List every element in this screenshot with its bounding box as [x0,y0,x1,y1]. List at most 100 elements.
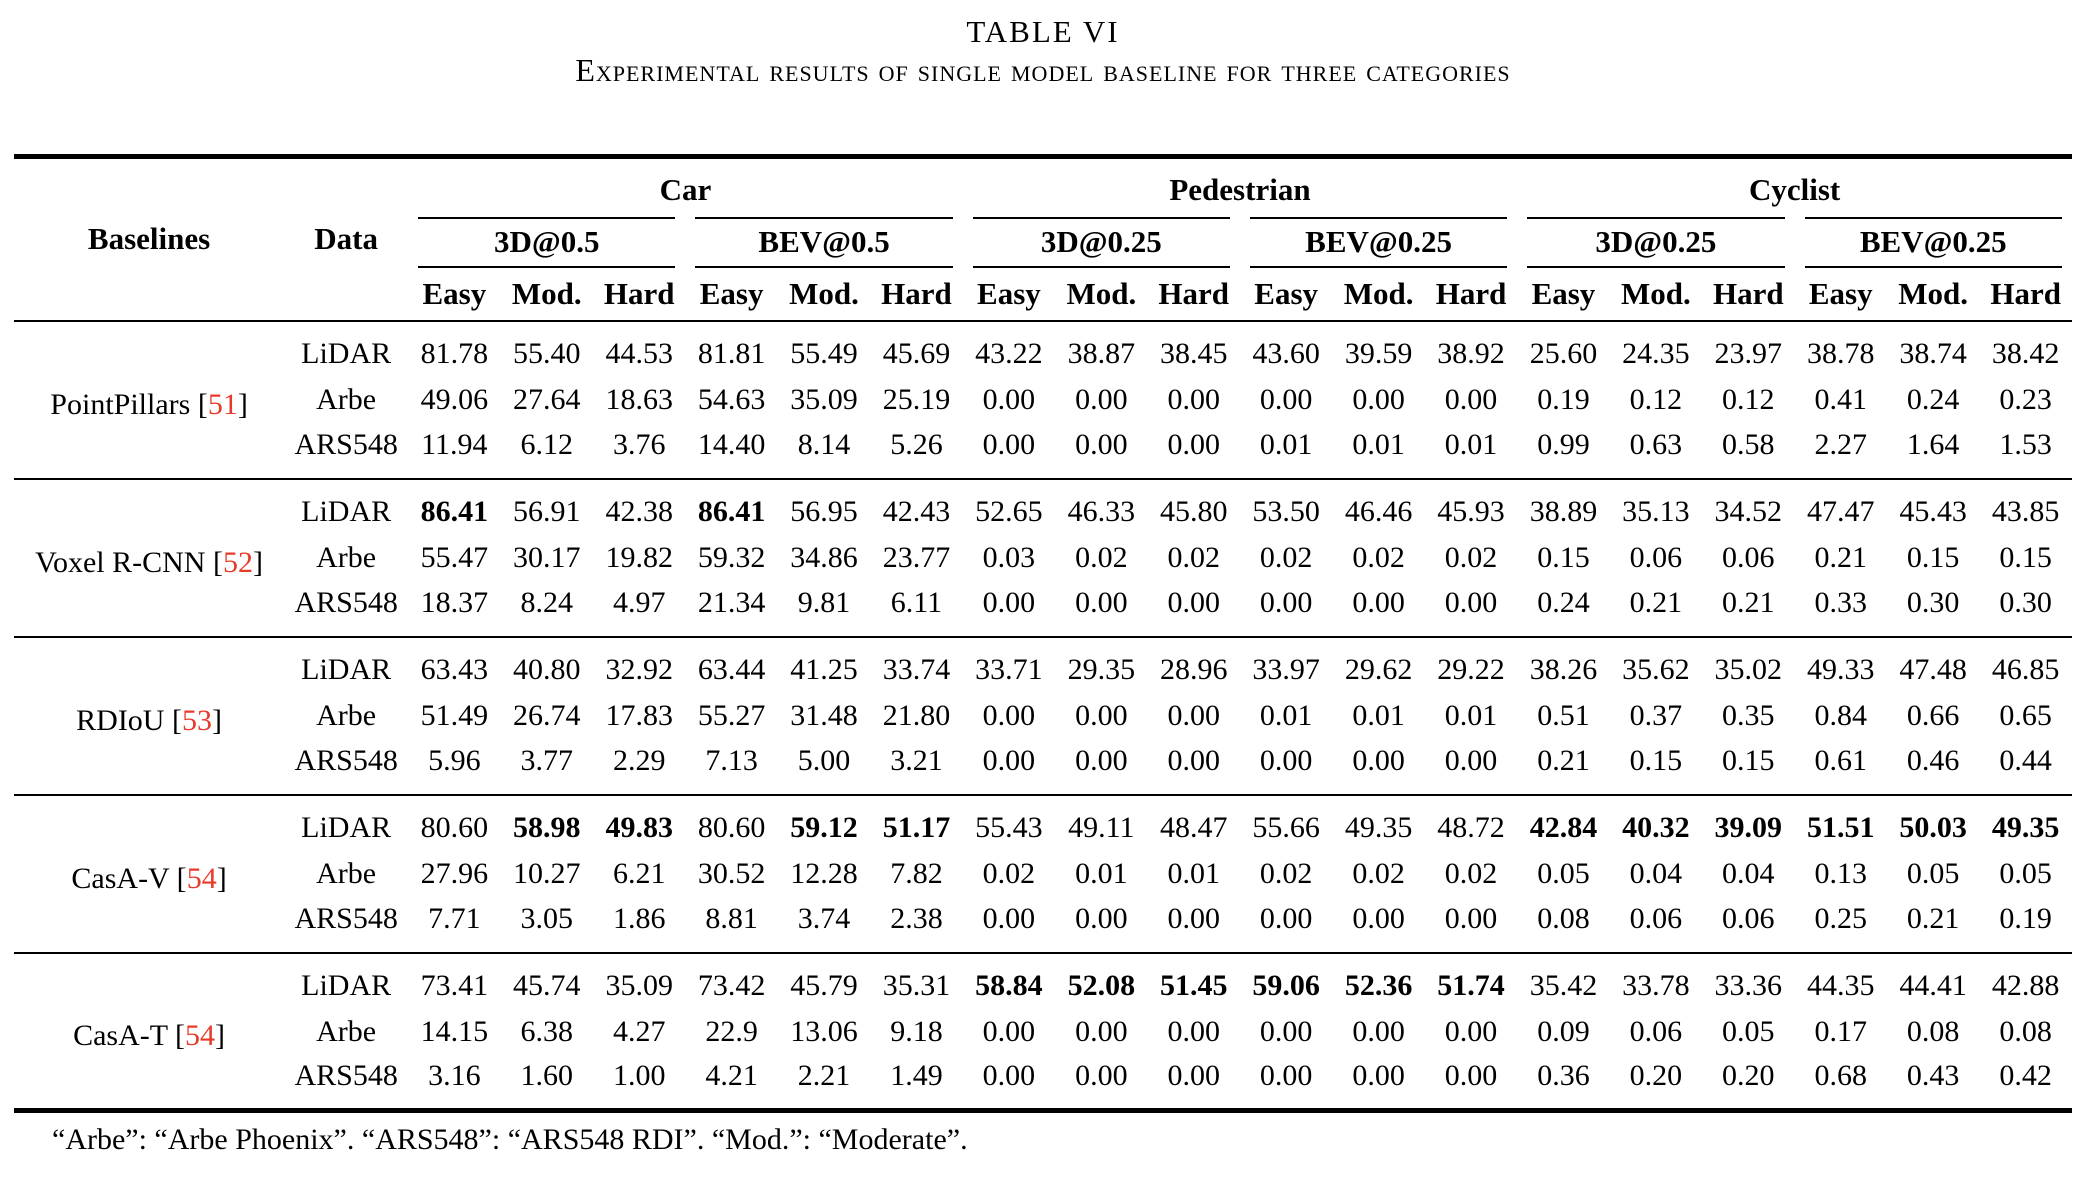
value-cell: 51.17 [882,811,951,844]
value-cell: 7.82 [890,856,943,890]
value-cell: 34.52 [1714,495,1783,528]
header-difficulty: Mod. [511,275,582,311]
value-cell: 38.78 [1806,337,1875,370]
citation-number[interactable]: 53 [181,703,212,737]
value-cell: 58.98 [513,811,581,844]
header-difficulty: Mod. [1898,275,1968,311]
table-header: Baselines Data Car Pedestrian Cyclist 3D… [14,157,2072,321]
value-cell: 0.12 [1722,382,1775,416]
value-cell: 27.64 [513,382,581,416]
sensor-label: LiDAR [301,495,392,528]
header-metric-car-bev: BEV@0.5 [685,216,962,268]
value-cell: 0.00 [1075,1014,1128,1048]
sensor-label: LiDAR [301,969,392,1002]
sensor-label: Arbe [316,540,377,574]
value-cell: 0.01 [1352,428,1405,461]
value-cell: 0.00 [1167,382,1220,416]
value-cell: 4.21 [705,1059,758,1093]
baseline-group: CasA-T [54] LiDAR 73.41 45.74 35.09 73.42 45.7… [14,952,2072,1111]
value-cell: 55.66 [1252,811,1320,844]
citation-number[interactable]: 54 [185,1018,216,1052]
metric-label: BEV@0.25 [1804,216,2062,268]
value-cell: 73.42 [697,969,766,1002]
value-cell: 0.84 [1814,698,1867,732]
value-cell: 0.00 [1167,902,1220,935]
value-cell: 0.00 [1075,744,1128,777]
table-footnote: “Arbe”: “Arbe Phoenix”. “ARS548”: “ARS54… [52,1123,968,1156]
value-cell: 6.12 [520,428,574,461]
header-category-cyclist: Cyclist [1748,171,1841,207]
baseline-name: RDIoU [53] [76,703,222,737]
value-cell: 43.60 [1252,337,1320,370]
citation-number[interactable]: 51 [207,387,238,421]
value-cell: 29.62 [1344,653,1413,686]
value-cell: 35.09 [790,382,858,416]
baseline-group: CasA-V [54] LiDAR 80.60 58.98 49.83 80.60 59.1… [14,794,2072,953]
value-cell: 26.74 [513,698,581,732]
value-cell: 8.24 [520,586,574,619]
value-cell: 0.12 [1629,382,1683,416]
value-cell: 0.30 [1999,586,2052,619]
value-cell: 44.53 [605,337,673,370]
value-cell: 0.00 [1259,382,1313,416]
citation-number[interactable]: 52 [222,545,253,579]
table-row: Voxel R-CNN [52] LiDAR 86.41 56.91 42.38 86.4… [14,479,2072,579]
table-row: CasA-V [54] LiDAR 80.60 58.98 49.83 80.60 59.1… [14,795,2072,895]
value-cell: 0.66 [1906,698,1960,732]
value-cell: 49.33 [1806,653,1875,686]
table-row: Arbe 27.96 10.27 6.21 30.52 12.28 7.82 0.02 0.01… [14,851,2072,897]
value-cell: 49.06 [420,382,489,416]
baseline-group: PointPillars [51] LiDAR 81.78 55.40 44.53 81.… [14,320,2072,479]
value-cell: 0.44 [1999,744,2052,777]
value-cell: 34.86 [790,540,858,574]
table-row: PointPillars [51] LiDAR 81.78 55.40 44.53 81.… [14,321,2072,421]
table-number: TABLE VI [966,14,1120,49]
sensor-label: LiDAR [301,337,392,370]
metric-label: 3D@0.25 [1527,216,1785,268]
citation-number[interactable]: 54 [186,861,217,895]
value-cell: 1.53 [1999,428,2052,461]
value-cell: 0.99 [1537,428,1590,461]
header-difficulty: Hard [603,275,675,311]
value-cell: 0.00 [1075,586,1128,619]
header-difficulty: Easy [422,275,487,311]
value-cell: 39.09 [1714,811,1783,844]
header-metric-pedestrian-bev: BEV@0.25 [1240,216,1517,268]
value-cell: 56.91 [513,495,581,528]
value-cell: 0.13 [1814,856,1867,890]
value-cell: 45.93 [1437,495,1505,528]
value-cell: 50.03 [1899,811,1967,844]
value-cell: 0.00 [1352,586,1405,619]
value-cell: 49.35 [1344,811,1413,844]
value-cell: 0.23 [1999,382,2052,416]
value-cell: 0.02 [1259,856,1313,890]
metric-label: 3D@0.5 [418,216,676,268]
header-metric-pedestrian-3d: 3D@0.25 [963,216,1240,268]
value-cell: 45.69 [882,337,951,370]
value-cell: 0.00 [1259,744,1313,777]
value-cell: 0.05 [1906,856,1960,890]
value-cell: 0.00 [982,1059,1036,1093]
value-cell: 0.00 [1444,744,1498,777]
sensor-label: ARS548 [294,1059,398,1093]
value-cell: 43.22 [975,337,1043,370]
value-cell: 45.79 [790,969,858,1002]
value-cell: 35.13 [1622,495,1690,528]
value-cell: 27.96 [420,856,489,890]
value-cell: 86.41 [420,495,489,528]
value-cell: 0.00 [982,428,1036,461]
value-cell: 52.36 [1344,969,1413,1002]
sensor-label: ARS548 [294,902,398,935]
value-cell: 0.63 [1629,428,1683,461]
value-cell: 0.02 [1444,540,1498,574]
table-row: ARS548 11.94 6.12 3.76 14.40 8.14 5.26 0.00 0.00… [14,423,2072,479]
value-cell: 0.06 [1629,902,1683,935]
value-cell: 30.17 [513,540,581,574]
value-cell: 0.06 [1629,540,1683,574]
header-difficulty: Mod. [1343,275,1414,311]
value-cell: 0.15 [1906,540,1960,574]
value-cell: 0.17 [1814,1014,1867,1048]
value-cell: 0.01 [1444,428,1498,461]
value-cell: 0.03 [982,540,1036,574]
value-cell: 0.02 [1167,540,1220,574]
